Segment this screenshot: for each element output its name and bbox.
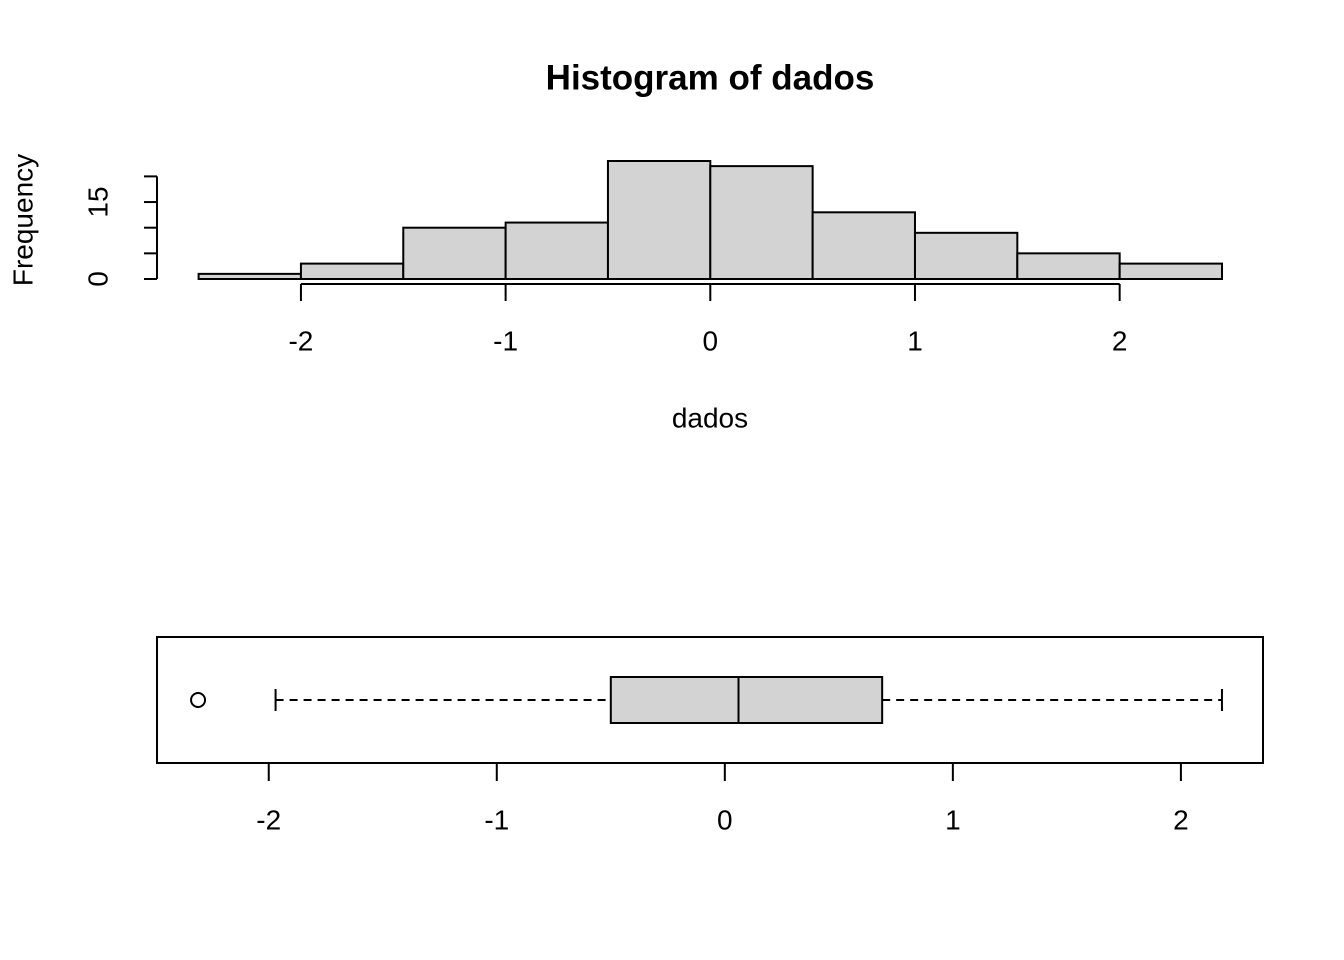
x-tick-label: -1 <box>484 804 509 835</box>
x-axis-label: dados <box>672 402 748 433</box>
x-tick-label: 1 <box>945 804 961 835</box>
y-tick-label: 0 <box>82 271 113 287</box>
y-axis-label: Frequency <box>7 154 38 286</box>
bar <box>299 262 405 281</box>
y-tick-label: 15 <box>82 186 113 217</box>
bar <box>606 160 712 280</box>
bar <box>504 221 609 280</box>
bar <box>709 165 814 280</box>
outlier <box>190 692 207 708</box>
box <box>609 676 884 724</box>
x-tick-label: 0 <box>703 325 719 356</box>
bar <box>811 211 916 281</box>
x-tick-label: 0 <box>717 804 733 835</box>
bar <box>197 272 302 281</box>
x-tick-label: 2 <box>1173 804 1189 835</box>
plot-frame <box>156 636 1264 764</box>
x-tick-label: 1 <box>907 325 923 356</box>
bar <box>1118 262 1224 281</box>
x-tick-label: -2 <box>288 325 313 356</box>
bar <box>1016 252 1121 280</box>
bar <box>913 231 1019 280</box>
x-tick-label: -1 <box>493 325 518 356</box>
x-tick-label: -2 <box>256 804 281 835</box>
x-tick-label: 2 <box>1112 325 1128 356</box>
bar <box>402 226 507 280</box>
chart-title: Histogram of dados <box>546 58 875 97</box>
